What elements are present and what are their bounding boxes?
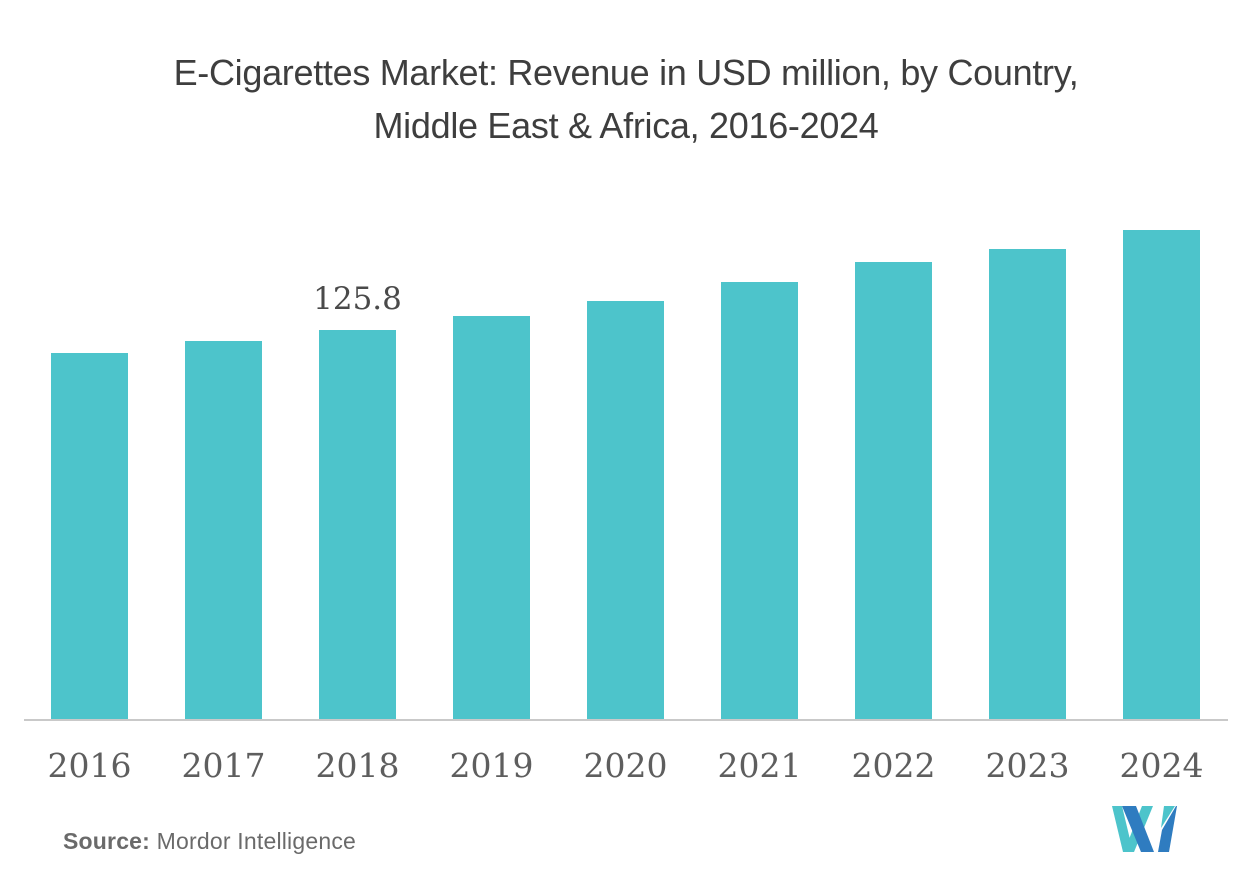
bar-2020 (587, 300, 664, 721)
x-axis-label-2024: 2024 (1119, 746, 1204, 785)
x-axis-label-2020: 2020 (583, 746, 668, 785)
x-axis-label-2019: 2019 (449, 746, 534, 785)
logo-i-top-triangle (1161, 806, 1175, 828)
bar-2019 (453, 315, 530, 721)
mordor-intelligence-logo-icon (1112, 806, 1177, 852)
x-axis-line (24, 719, 1228, 721)
bar-2023 (989, 249, 1066, 721)
source-name: Mordor Intelligence (150, 828, 357, 854)
logo-m-falling-diagonal (1122, 806, 1154, 852)
bar-2024 (1123, 230, 1200, 721)
bar-2022 (855, 262, 932, 721)
x-axis-label-2018: 2018 (315, 746, 400, 785)
logo-i-stroke (1158, 806, 1177, 852)
bar-2017 (185, 341, 262, 721)
x-axis-label-2022: 2022 (851, 746, 936, 785)
source-line: Source: Mordor Intelligence (63, 828, 356, 855)
bar-2018 (319, 330, 396, 721)
chart-title-line1: E-Cigarettes Market: Revenue in USD mill… (173, 52, 1079, 93)
bar-2021 (721, 282, 798, 721)
x-axis-label-2017: 2017 (181, 746, 266, 785)
source-label: Source: (63, 828, 151, 854)
chart-title-line2: Middle East & Africa, 2016-2024 (373, 105, 879, 146)
logo-m-left-leg (1112, 806, 1133, 852)
x-axis-label-2021: 2021 (717, 746, 802, 785)
data-label-2018: 125.8 (313, 281, 402, 318)
x-axis-label-2023: 2023 (985, 746, 1070, 785)
chart-title: E-Cigarettes Market: Revenue in USD mill… (0, 46, 1252, 152)
bar-2016 (51, 353, 128, 721)
x-axis-label-2016: 2016 (47, 746, 132, 785)
